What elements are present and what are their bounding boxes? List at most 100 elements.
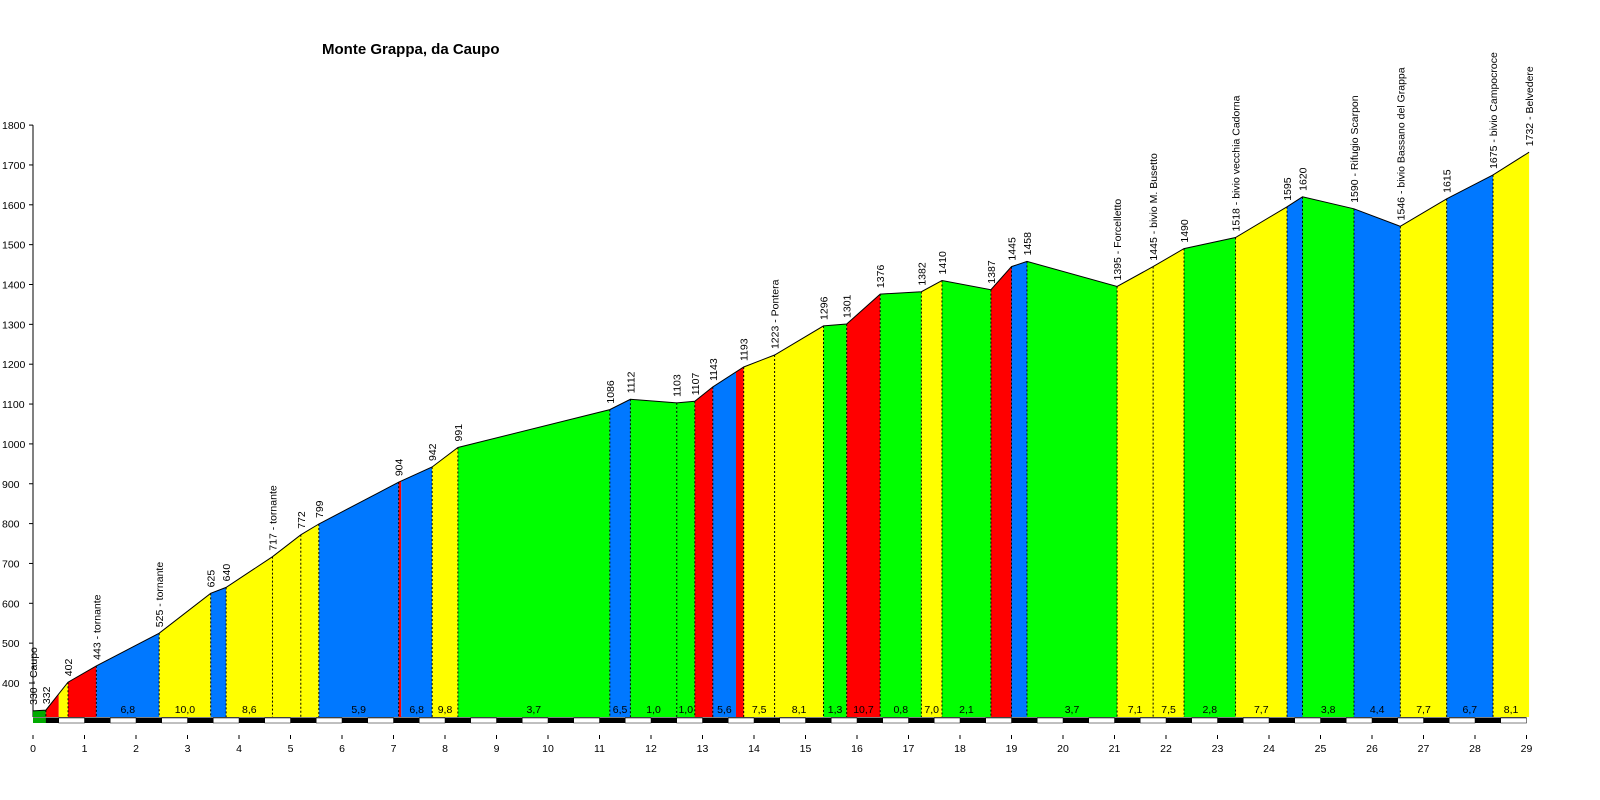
elevation-label: 1675 - bivio Campocroce xyxy=(1488,52,1500,169)
x-tick-label: 6 xyxy=(339,743,345,755)
km-bar-light xyxy=(213,717,240,724)
km-bar-light xyxy=(470,717,497,724)
grade-segment xyxy=(96,633,160,717)
grade-label: 8,1 xyxy=(792,704,807,716)
grade-label: 6,5 xyxy=(613,704,628,716)
grade-segment xyxy=(694,386,713,717)
elevation-label: 1387 xyxy=(986,260,998,284)
km-bar-light xyxy=(573,717,600,724)
x-tick-label: 10 xyxy=(542,743,554,755)
elevation-label: 991 xyxy=(453,424,465,442)
x-tick-label: 16 xyxy=(851,743,863,755)
km-bar-dark xyxy=(1372,718,1398,723)
km-bar-start xyxy=(33,718,46,723)
y-tick-label: 500 xyxy=(2,638,20,650)
x-tick-label: 8 xyxy=(442,743,448,755)
grade-segment xyxy=(1184,237,1236,717)
grade-segments xyxy=(33,152,1530,718)
elevation-label: 942 xyxy=(427,443,439,461)
elevation-label: 717 - tornante xyxy=(267,485,279,551)
elevation-line xyxy=(32,151,1530,712)
elevation-label: 443 - tornante xyxy=(91,594,103,660)
grade-segment xyxy=(941,280,991,717)
profile-line xyxy=(32,151,1530,712)
elevation-label: 402 xyxy=(63,659,75,677)
km-bar-light xyxy=(1243,717,1270,724)
x-tick-label: 14 xyxy=(748,743,760,755)
grade-label: 3,8 xyxy=(1321,704,1336,716)
grade-label: 10,0 xyxy=(175,704,196,716)
x-tick-label: 5 xyxy=(288,743,294,755)
elevation-label: 1112 xyxy=(625,371,637,393)
elevation-label: 1518 - bivio vecchia Cadorna xyxy=(1231,95,1243,231)
km-bar-light xyxy=(161,717,188,724)
x-tick-label: 4 xyxy=(236,743,242,755)
grade-segment xyxy=(318,482,399,717)
elevation-label: 799 xyxy=(314,500,326,518)
y-tick-label: 1200 xyxy=(2,359,26,371)
grade-segment xyxy=(743,355,775,717)
grade-label: 4,4 xyxy=(1370,704,1385,716)
elevation-label: 1595 xyxy=(1282,177,1294,201)
grade-label: 6,7 xyxy=(1463,704,1478,716)
elevation-label: 1490 xyxy=(1179,219,1191,243)
y-tick-label: 1700 xyxy=(2,160,26,172)
grade-segment xyxy=(226,556,273,717)
grade-segment xyxy=(45,693,59,717)
y-tick-label: 800 xyxy=(2,519,20,531)
grade-segment xyxy=(1353,208,1401,718)
x-tick-label: 7 xyxy=(391,743,397,755)
km-bar-light xyxy=(625,717,652,724)
km-bar-dark xyxy=(960,718,986,723)
grade-label: 1,3 xyxy=(828,704,843,716)
x-tick-label: 22 xyxy=(1160,743,1172,755)
elevation-label: 1301 xyxy=(842,294,854,318)
grade-segment xyxy=(1302,196,1354,718)
x-tick-label: 3 xyxy=(185,743,191,755)
grade-segment xyxy=(159,593,211,717)
km-bar-light xyxy=(58,717,85,724)
grade-label: 2,1 xyxy=(959,704,974,716)
grade-segment xyxy=(33,710,46,717)
y-tick-label: 1600 xyxy=(2,200,26,212)
y-tick-label: 900 xyxy=(2,479,20,491)
km-bar-light xyxy=(676,717,703,724)
km-bar-light xyxy=(1140,717,1167,724)
elevation-label: 1223 - Pontera xyxy=(770,279,782,349)
grade-segment xyxy=(1117,266,1154,717)
grade-label: 0,8 xyxy=(893,704,908,716)
grade-segment xyxy=(712,372,736,717)
km-bar-dark xyxy=(1166,718,1192,723)
x-tick-label: 9 xyxy=(494,743,500,755)
km-bar-dark xyxy=(1114,718,1141,723)
km-bar-dark xyxy=(651,718,677,723)
km-bar-dark xyxy=(1269,718,1295,723)
km-bar-dark xyxy=(599,718,626,723)
grade-label: 7,1 xyxy=(1128,704,1143,716)
grade-label: 6,8 xyxy=(120,704,135,716)
y-tick-label: 1800 xyxy=(2,120,26,132)
grade-segment xyxy=(1446,174,1494,717)
x-tick-label: 24 xyxy=(1263,743,1275,755)
grade-segment xyxy=(398,481,402,717)
y-axis: 400 500 600 700 800 900 1000 1100 1200 1300 1400 15… xyxy=(2,120,34,717)
km-bar-light xyxy=(779,717,806,724)
km-bar-dark xyxy=(1475,718,1501,723)
grade-label: 2,8 xyxy=(1202,704,1217,716)
km-bar-light xyxy=(831,717,858,724)
km-bar-dark xyxy=(496,718,523,723)
x-tick-label: 13 xyxy=(697,743,709,755)
grade-segment xyxy=(735,367,744,717)
km-bar-light xyxy=(110,717,137,724)
grade-segment xyxy=(1026,261,1118,717)
elevation-label: 332 xyxy=(41,686,53,704)
km-bar-dark xyxy=(1320,718,1347,723)
km-bar-dark xyxy=(239,718,265,723)
grade-segment xyxy=(457,409,610,717)
elevation-label: 1382 xyxy=(916,262,928,286)
grade-label: 6,8 xyxy=(409,704,424,716)
grade-segment xyxy=(1235,206,1288,718)
elevation-label: 625 xyxy=(206,570,218,588)
elevation-label: 1376 xyxy=(875,265,887,289)
x-tick-label: 0 xyxy=(30,743,36,755)
